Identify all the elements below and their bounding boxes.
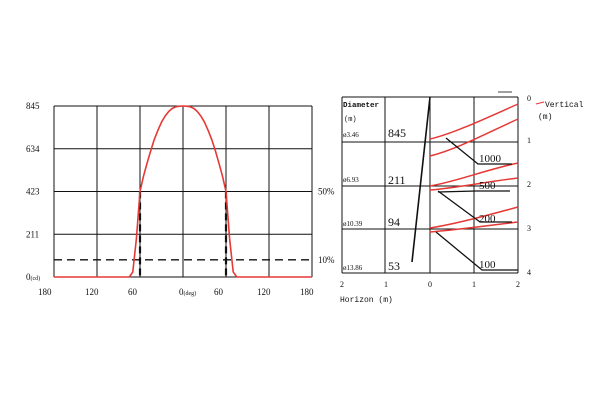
y-tick-label: 0(cd) [26, 272, 40, 282]
vertical-header: Vertical [545, 101, 584, 110]
y-tick-label: 845 [26, 101, 40, 111]
beam-illuminance-label: 1000 [479, 153, 502, 165]
y-tick-label: 211 [26, 229, 39, 239]
y-tick-label-unit: (cd) [31, 275, 41, 282]
beam-curve [429, 103, 519, 140]
candela-distribution-chart: 180 120 60 0(deg) 60 120 1800(cd)2114236348455… [26, 101, 335, 297]
beam-illuminance-label: 100 [479, 259, 496, 271]
diameter-header: Diameter [343, 102, 379, 110]
illuminance-cone-diagram: Diameter (m) Vertical (m) Horizon (m) ø3.46 84… [340, 91, 584, 305]
fifty-percent-label: 50% [318, 186, 335, 196]
ten-percent-label: 10% [318, 255, 335, 265]
horizon-tick-label: 2 [340, 280, 344, 289]
lux-value: 845 [388, 126, 406, 140]
cone-edge-line [411, 96, 431, 263]
lux-value: 211 [388, 173, 406, 187]
horizon-tick-label: 2 [516, 280, 520, 289]
candela-curve [54, 105, 312, 278]
x-tick-label: 120 [257, 287, 271, 297]
x-tick-label: 60 [128, 287, 138, 297]
vertical-tick-label: 4 [527, 268, 531, 277]
beam-leader-line [445, 137, 512, 165]
y-tick-label-value: 0 [26, 272, 31, 282]
beam-leader-line [437, 190, 512, 223]
vertical-tick-label: 1 [527, 136, 531, 145]
lux-value: 94 [388, 215, 400, 229]
diameter-value: ø10.39 [343, 220, 363, 228]
vertical-unit: (m) [538, 113, 552, 122]
beam-leader-line [437, 190, 510, 193]
diameter-value: ø13.86 [343, 264, 363, 272]
vertical-tick-label: 2 [527, 180, 531, 189]
x-tick-label: 60 [214, 287, 224, 297]
y-tick-label: 634 [26, 144, 40, 154]
horizon-tick-label: 1 [472, 280, 476, 289]
beam-illuminance-label: 200 [479, 213, 496, 225]
beam-curve [429, 206, 519, 229]
x-tick-label: 180 [38, 287, 52, 297]
horizon-tick-label: 0 [428, 280, 432, 289]
vertical-tick-label: 3 [527, 224, 531, 233]
beam-curve [429, 118, 519, 157]
x-tick-label: 120 [85, 287, 99, 297]
x-tick-label-value: 0 [179, 287, 184, 297]
x-tick-label-unit: (deg) [184, 290, 197, 297]
horizon-tick-label: 1 [384, 280, 388, 289]
x-tick-label: 0(deg) [179, 287, 196, 297]
beam-leader-line [435, 231, 518, 271]
diameter-unit: (m) [344, 116, 357, 124]
beam-curve [429, 162, 519, 187]
vertical-tick-label: 0 [527, 94, 531, 103]
horizon-axis-label: Horizon (m) [340, 296, 393, 305]
beam-curve [429, 221, 519, 233]
vertical-header-tick [535, 101, 545, 105]
beam-curve [429, 177, 519, 191]
x-tick-label: 180 [300, 287, 314, 297]
diameter-value: ø3.46 [343, 131, 359, 139]
lux-value: 53 [388, 259, 400, 273]
diameter-value: ø6.93 [343, 176, 359, 184]
beam-illuminance-label: 500 [479, 180, 496, 192]
y-tick-label: 423 [26, 187, 40, 197]
